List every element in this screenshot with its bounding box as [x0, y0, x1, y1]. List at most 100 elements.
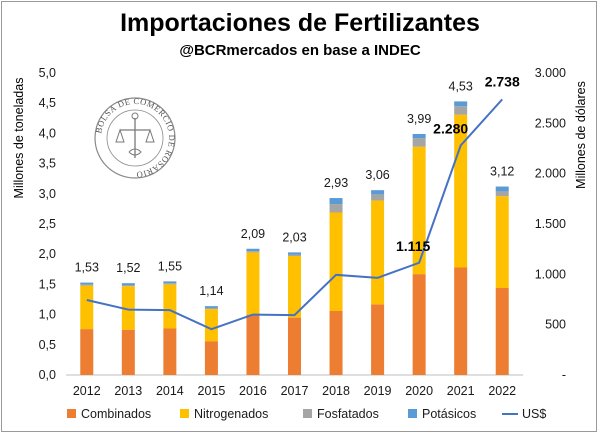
bar-segment-combinados: [163, 328, 177, 375]
bar-segment-potásicos: [454, 101, 468, 107]
left-tick-label: 4,5: [39, 96, 56, 110]
bar-segment-nitrogenados: [454, 114, 468, 268]
bar-segment-combinados: [329, 310, 343, 375]
x-tick-label: 2013: [114, 384, 142, 398]
right-axis-label: Millones de dólares: [574, 81, 588, 189]
bar-segment-potásicos: [204, 306, 218, 308]
bar-segment-fosfatados: [246, 251, 260, 253]
left-tick-label: 2,5: [39, 217, 56, 231]
total-label: 1,14: [199, 284, 223, 298]
left-tick-label: 1,0: [39, 308, 56, 322]
bar-segment-potásicos: [495, 186, 509, 192]
chart-title: Importaciones de Fertilizantes: [120, 9, 480, 37]
bar-segment-potásicos: [288, 252, 301, 255]
bar-segment-potásicos: [246, 248, 260, 252]
bar-segment-fosfatados: [204, 307, 218, 310]
legend-swatch: [67, 409, 76, 418]
legend-label: Potásicos: [422, 407, 476, 421]
left-tick-label: 0,5: [39, 338, 56, 352]
bar-segment-nitrogenados: [121, 286, 135, 330]
bar-segment-combinados: [80, 329, 94, 375]
right-axis-ticks: - 500 1.000 1.500 2.000 2.500 3.000: [535, 66, 566, 382]
x-tick-label: 2021: [447, 384, 475, 398]
x-axis-ticks: 2012 2013 2014 2015 2016 2017 2018 2019 2020 2021…: [73, 384, 516, 398]
x-tick-label: 2017: [281, 384, 309, 398]
legend-label: Nitrogenados: [194, 407, 268, 421]
bar-segment-fosfatados: [412, 138, 426, 147]
left-tick-label: 5,0: [39, 66, 56, 80]
bar-segment-combinados: [495, 288, 509, 375]
x-tick-label: 2022: [488, 384, 516, 398]
bar-segment-fosfatados: [288, 254, 301, 257]
legend: Combinados Nitrogenados Fosfatados Potásico…: [67, 407, 546, 421]
x-tick-label: 2014: [156, 384, 184, 398]
legend-swatch: [180, 409, 189, 418]
bar-segment-potásicos: [412, 134, 426, 139]
legend-label: US$: [522, 407, 546, 421]
left-tick-label: 3,5: [39, 157, 56, 171]
bar-segment-nitrogenados: [412, 146, 426, 275]
bar-segment-fosfatados: [495, 191, 509, 197]
total-label: 1,55: [158, 259, 182, 273]
total-label: 3,12: [490, 165, 514, 179]
x-tick-label: 2019: [364, 384, 392, 398]
usd-value-label: 1.115: [396, 238, 430, 254]
bar-segment-combinados: [246, 314, 260, 375]
bar-segment-combinados: [121, 329, 135, 375]
x-tick-label: 2015: [198, 384, 226, 398]
right-tick-label: 1.500: [535, 217, 566, 231]
bar-segment-fosfatados: [371, 194, 385, 201]
usd-value-label: 2.280: [433, 120, 468, 136]
left-tick-label: 0,0: [39, 368, 56, 382]
left-tick-label: 3,0: [39, 187, 56, 201]
bars-group: [80, 101, 509, 375]
total-label: 4,53: [449, 79, 473, 93]
total-label: 3,99: [407, 112, 431, 126]
left-tick-label: 2,0: [39, 247, 56, 261]
x-tick-label: 2018: [322, 384, 350, 398]
bar-segment-fosfatados: [80, 284, 94, 286]
bar-segment-combinados: [454, 267, 468, 375]
bar-segment-nitrogenados: [371, 200, 385, 305]
usd-line: [86, 98, 503, 331]
right-tick-label: 2.000: [535, 167, 566, 181]
bcr-seal-watermark: BOLSA DE COMERCIO DE ROSARIO: [93, 96, 176, 180]
bar-segment-fosfatados: [121, 285, 135, 287]
right-tick-label: -: [562, 368, 566, 382]
legend-swatch: [303, 409, 312, 418]
bar-segment-fosfatados: [163, 283, 177, 285]
bar-segment-nitrogenados: [288, 256, 301, 318]
chart-subtitle: @BCRmercados en base a INDEC: [179, 42, 421, 59]
bar-segment-potásicos: [80, 282, 94, 285]
bar-segment-nitrogenados: [329, 212, 343, 311]
x-tick-label: 2016: [239, 384, 267, 398]
x-tick-label: 2020: [405, 384, 433, 398]
bar-segment-combinados: [371, 304, 385, 375]
bar-segment-nitrogenados: [246, 252, 260, 315]
left-axis-ticks: 0,0 0,5 1,0 1,5 2,0 2,5 3,0 3,5 4,0 4,5 5,0: [39, 66, 56, 382]
left-tick-label: 1,5: [39, 277, 56, 291]
bar-segment-nitrogenados: [495, 196, 509, 289]
legend-label: Fosfatados: [317, 407, 379, 421]
right-tick-label: 500: [545, 318, 566, 332]
bar-segment-potásicos: [121, 283, 135, 286]
bar-segment-nitrogenados: [163, 284, 177, 329]
x-tick-label: 2012: [73, 384, 101, 398]
bar-segment-potásicos: [163, 281, 177, 284]
usd-value-label: 2.738: [485, 73, 520, 89]
right-tick-label: 1.000: [535, 267, 566, 281]
legend-label: Combinados: [81, 407, 151, 421]
total-labels: 1,53 1,52 1,55 1,14 2,09 2,03 2,93 3,06 3,99 4,53…: [75, 79, 515, 298]
bar-segment-potásicos: [371, 190, 385, 195]
legend-swatch: [408, 409, 417, 418]
bar-segment-combinados: [204, 341, 218, 375]
total-label: 2,03: [282, 230, 306, 244]
bar-segment-combinados: [288, 317, 301, 375]
usd-line-group: 1.115 2.280 2.738: [86, 73, 520, 331]
bar-segment-fosfatados: [329, 204, 343, 213]
total-label: 1,52: [116, 261, 140, 275]
total-label: 3,06: [365, 168, 389, 182]
total-label: 2,93: [324, 176, 348, 190]
bar-segment-potásicos: [329, 198, 343, 205]
